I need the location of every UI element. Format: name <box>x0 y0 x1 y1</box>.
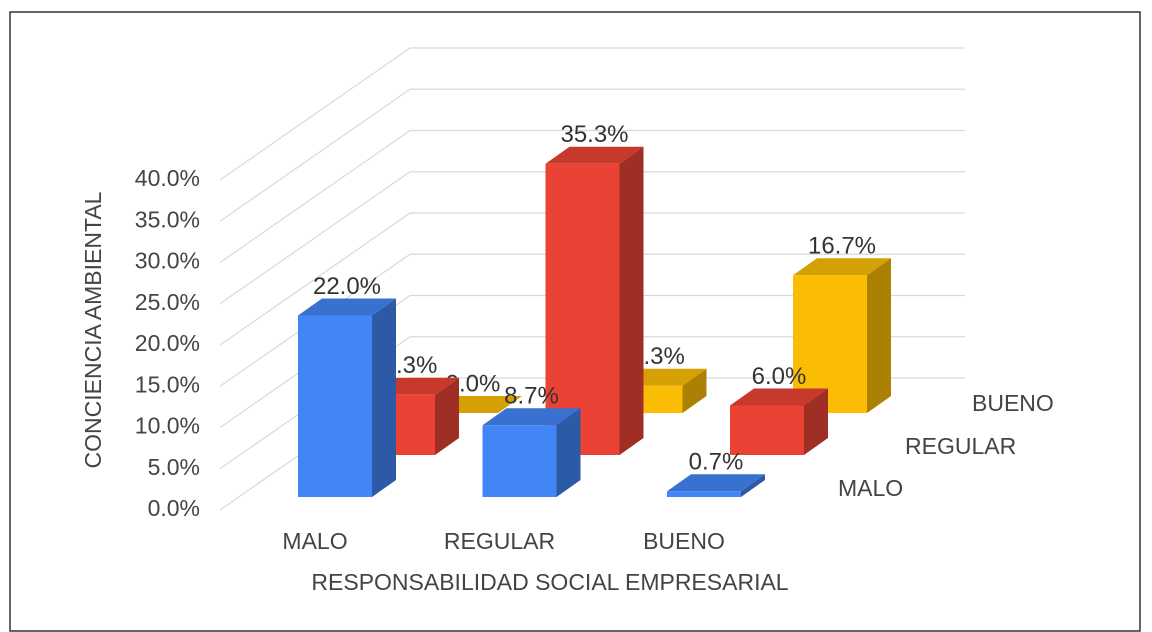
legend-label: REGULAR <box>905 433 1016 459</box>
bar <box>482 408 581 497</box>
grid-line <box>219 130 411 263</box>
bar <box>298 298 396 497</box>
x-axis-label: RESPONSABILIDAD SOCIAL EMPRESARIAL <box>311 569 788 595</box>
bar-top <box>667 474 765 492</box>
grid-line <box>219 88 411 222</box>
bar <box>545 146 644 455</box>
y-tick-label: 25.0% <box>135 289 200 315</box>
data-label: 0.7% <box>689 449 744 476</box>
y-tick-label: 30.0% <box>135 248 200 274</box>
bar <box>667 474 765 497</box>
grid-line <box>219 212 411 346</box>
data-label: 22.0% <box>313 273 381 300</box>
y-tick-label: 20.0% <box>135 330 200 356</box>
bar-side <box>372 298 396 497</box>
data-label: 16.7% <box>808 233 876 260</box>
y-axis-label: CONCIENCIA AMBIENTAL <box>80 191 106 468</box>
y-tick-label: 40.0% <box>135 165 200 191</box>
bar-front <box>667 491 741 497</box>
bar-side <box>435 377 459 455</box>
bar-side <box>741 474 765 497</box>
bar-front <box>298 315 372 497</box>
bar-front <box>482 425 557 497</box>
grid-line <box>219 47 411 181</box>
y-tick-label: 10.0% <box>135 413 200 439</box>
x-tick-label: MALO <box>282 528 347 554</box>
bar-side <box>619 146 644 455</box>
data-label: 8.7% <box>504 383 559 410</box>
bar-side <box>804 388 828 455</box>
bar-top <box>482 408 581 426</box>
data-label: 35.3% <box>560 121 628 148</box>
bar-top <box>730 388 828 406</box>
data-label: 6.0% <box>752 363 807 390</box>
grid-line <box>219 171 411 305</box>
bar-side <box>867 258 891 413</box>
bar-front <box>730 405 804 455</box>
legend-label: BUENO <box>972 390 1054 416</box>
y-tick-label: 5.0% <box>148 454 200 480</box>
bar-top <box>545 146 644 164</box>
bar-side <box>556 408 581 497</box>
legend-label: MALO <box>838 475 903 501</box>
frame <box>9 11 1141 632</box>
bar <box>793 258 891 413</box>
y-tick-label: 15.0% <box>135 371 200 397</box>
y-tick-label: 0.0% <box>148 495 200 521</box>
bar-top <box>298 298 396 316</box>
x-tick-label: BUENO <box>643 528 725 554</box>
bar <box>730 388 828 455</box>
x-tick-label: REGULAR <box>444 528 555 554</box>
bar-top <box>793 258 891 276</box>
bar-front <box>545 163 620 455</box>
y-tick-label: 35.0% <box>135 206 200 232</box>
bar-side <box>682 368 707 413</box>
bar-front <box>793 275 867 413</box>
